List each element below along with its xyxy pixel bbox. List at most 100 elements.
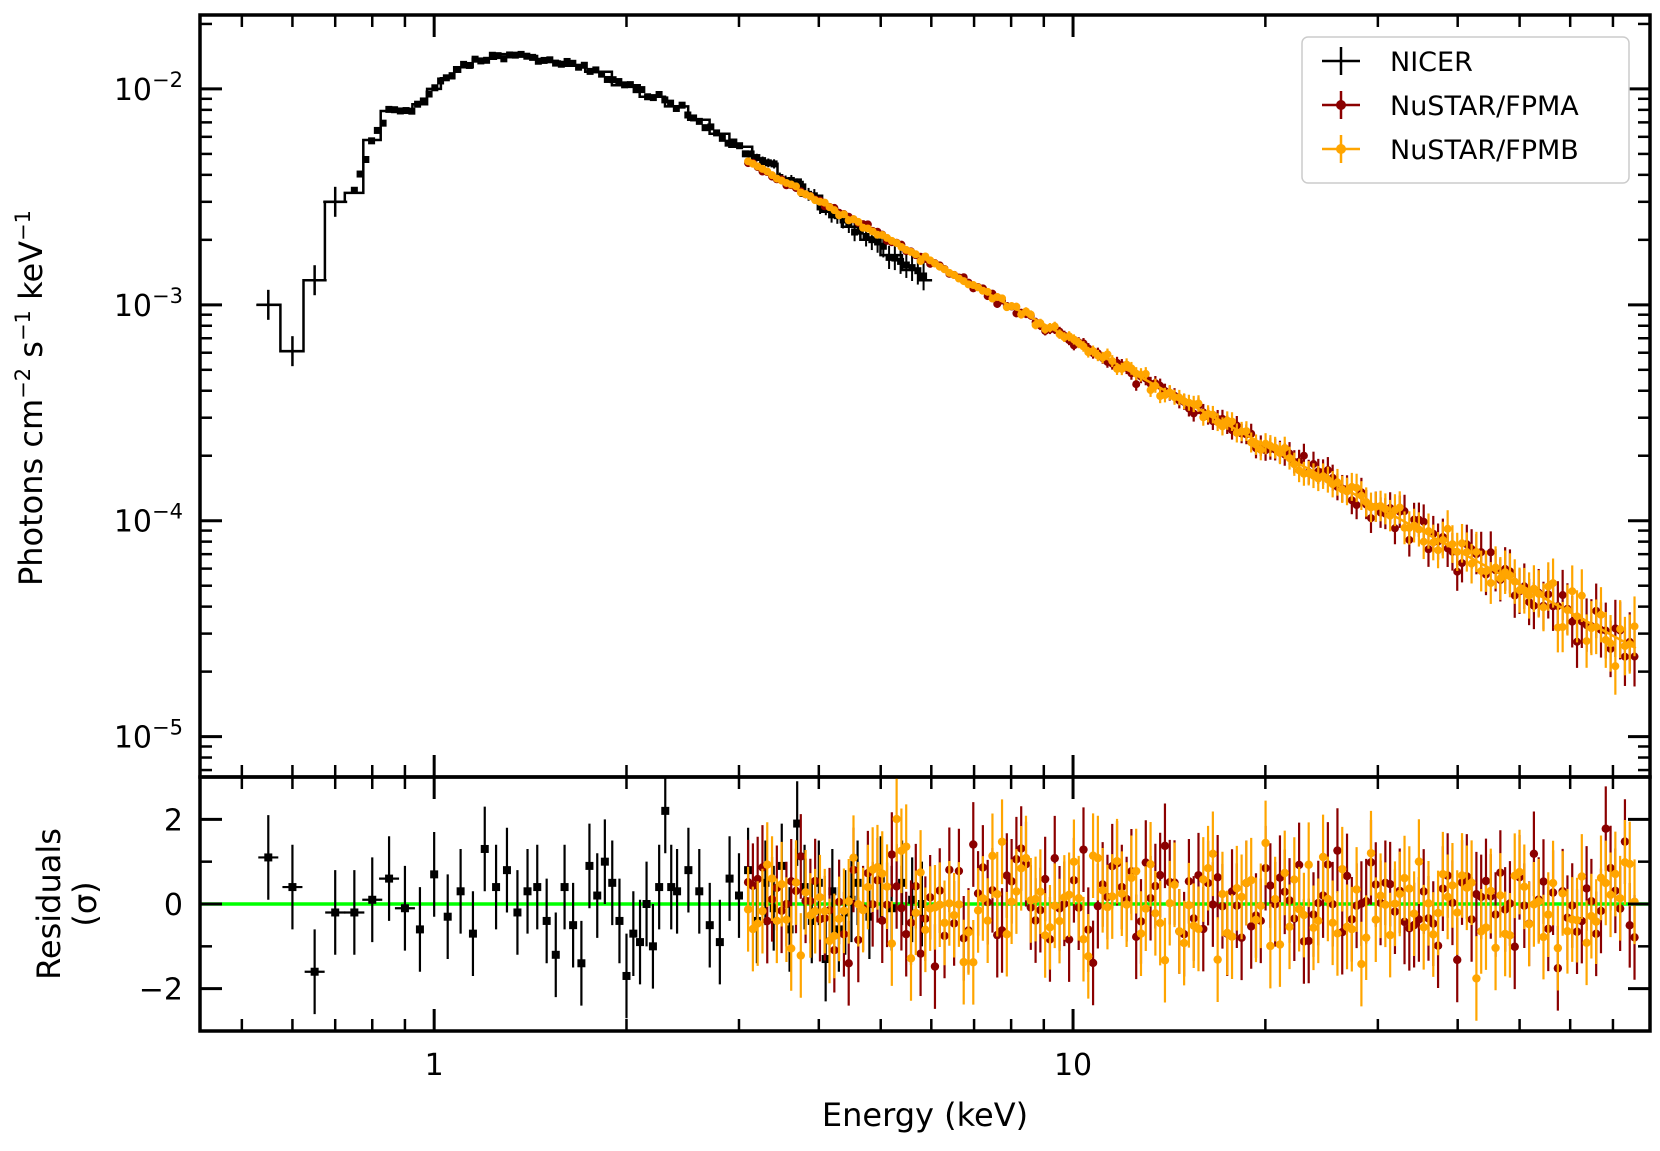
residuals-y-tick-label: −2 [139,973,183,1008]
nustar-point [1582,637,1591,646]
nicer-point [517,50,525,58]
nicer-point [764,159,772,167]
nicer-residual-point [468,929,477,938]
nicer-residual-point [734,891,743,900]
nustar-residual-point [849,853,858,862]
nicer-residual-point [288,883,297,892]
nustar-point [1616,625,1625,634]
nustar-residual-point [1050,901,1059,910]
nustar-residual-point [1304,860,1313,869]
nicer-residual-point [533,883,542,892]
nustar-residual-point [796,951,805,960]
spectrum-axis-ticks [200,15,1650,777]
nustar-point [1558,623,1567,632]
nustar-residual-point [1400,917,1409,927]
nicer-point [707,123,715,131]
nicer-point [552,59,560,67]
nicer-point [529,53,537,61]
nustar-residual-point [763,916,772,926]
residuals-y-tick-labels: 2 0 −2 [139,803,183,1007]
nicer-residual-point [785,925,794,934]
nustar-residual-point [1414,915,1424,924]
nicer-point [511,51,519,59]
nustar-residual-point [1031,894,1040,904]
nicer-point [684,111,692,119]
nustar-residual-point [1371,915,1380,924]
nustar-residual-point [758,906,767,916]
nustar-residual-point [873,863,882,872]
nicer-point [644,93,652,101]
x-tick-label: 1 [425,1048,444,1083]
nustar-residual-point [1385,880,1395,889]
nicer-point [736,142,744,150]
nustar-residual-point [844,897,853,906]
nustar-residual-point [1381,900,1390,909]
nustar-residual-point [1347,924,1357,934]
nicer-point [770,160,778,168]
nustar-residual-point [964,928,973,937]
spectrum-y-tick-labels: 10−2 10−3 10−4 10−5 [114,68,183,756]
nicer-point [649,94,657,102]
nustar-point [1189,409,1198,418]
nicer-point [454,65,462,73]
nustar-residual-point [983,916,992,925]
nustar-residual-point [787,944,796,953]
nicer-residual-point [368,895,377,904]
nustar-residual-point [949,911,959,920]
nustar-point [1568,587,1577,596]
nustar-residual-point [1237,892,1246,902]
nustar-residual-point [1050,854,1059,863]
nicer-residual-point [807,916,816,925]
nustar-residual-point [1366,848,1376,858]
nustar-point [1453,567,1462,576]
nustar-residual-point [1012,887,1021,896]
nustar-residual-point [1280,868,1289,878]
residuals-panel: 2 0 −2 1 10 [139,775,1652,1083]
nicer-point [885,253,893,261]
nicer-point [586,67,594,75]
nustar-residual-point [1443,892,1452,902]
nustar-residual-point [1127,873,1136,883]
nicer-residual-point [622,971,631,980]
nicer-point [368,137,376,145]
nustar-residual-point [897,903,906,913]
nustar-residual-point [945,899,954,908]
nustar-residual-point [1376,891,1385,900]
nicer-residual-point [636,938,645,947]
nustar-residual-point [1338,864,1347,874]
nustar-residual-point [844,959,853,968]
nustar-residual-point [935,900,944,909]
nustar-residual-point [753,919,762,928]
nustar-residual-point [1309,923,1318,933]
nicer-point [350,186,358,194]
nicer-residual-point [793,819,802,828]
nustar-residual-point [887,850,897,859]
nicer-residual-point [684,866,693,875]
nustar-residual-point [1256,901,1265,911]
nustar-residual-point [878,869,887,878]
nustar-residual-point [1515,867,1524,877]
nicer-point [741,150,749,158]
nustar-point [1525,591,1534,600]
nustar-point [1395,503,1404,512]
nustar-residual-point [1591,917,1601,926]
nustar-residual-point [1318,852,1328,862]
x-tick-label: 10 [1054,1048,1092,1083]
residuals-axis-ticks [200,777,1650,1031]
nicer-residual-point [908,895,917,904]
nustar-residual-point [916,949,925,958]
nicer-point [920,272,928,280]
nustar-residual-point [1088,958,1098,968]
nicer-residual-point [492,883,501,892]
residuals-y-axis-label: Residuals [30,828,68,980]
nustar-residual-point [1146,860,1155,869]
spectrum-y-tick-label: 10−2 [114,68,183,108]
nicer-point [695,117,703,125]
nustar-residual-point [815,893,825,902]
nustar-residual-point [772,916,782,926]
nustar-point [1103,350,1112,359]
nustar-residual-point [1251,915,1261,925]
nicer-residual-point [456,887,465,896]
nustar-residual-point [1496,891,1505,900]
nicer-point [851,228,859,236]
